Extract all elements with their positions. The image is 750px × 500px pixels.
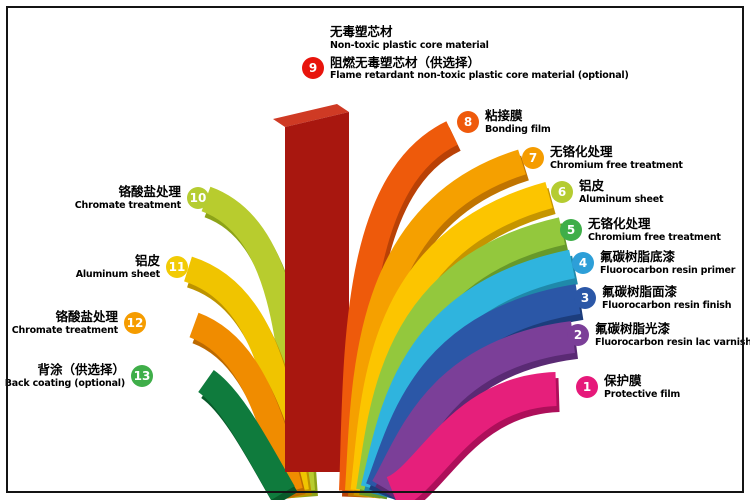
label-zh: 保护膜 [604, 373, 642, 388]
ribbon-face [197, 369, 295, 500]
ribbon-protective-film [385, 372, 561, 500]
label-en: Chromate treatment [11, 324, 118, 336]
label-zh: 氟碳树脂底漆 [600, 249, 676, 264]
label-aluminum-sheet-right: 6 铝皮 Aluminum sheet [551, 178, 664, 206]
label-text: 无铬化处理 Chromium free treatment [588, 216, 721, 244]
layer-number-badge: 13 [131, 364, 153, 387]
label-text: 铝皮 Aluminum sheet [75, 253, 161, 281]
label-en: Chromate treatment [74, 199, 181, 211]
label-zh: 阻燃无毒塑芯材（供选择） [330, 54, 481, 70]
layer-number-badge: 9 [302, 57, 324, 80]
layer-number-badge: 12 [124, 311, 146, 334]
label-en: Back coating (optional) [4, 377, 126, 389]
label-zh: 铬酸盐处理 [55, 309, 118, 324]
label-zh: 铝皮 [579, 178, 605, 193]
label-text: 氟碳树脂面漆 Fluorocarbon resin finish [602, 284, 732, 312]
label-zh: 无铬化处理 [588, 216, 651, 231]
label-fluorocarbon-finish: 3 氟碳树脂面漆 Fluorocarbon resin finish [574, 284, 732, 312]
label-aluminum-sheet-left: 铝皮 Aluminum sheet 11 [76, 253, 188, 281]
layer-number-badge: 8 [457, 110, 479, 133]
label-text: 背涂（供选择） Back coating (optional) [4, 362, 126, 390]
core-material-optional: 9 阻燃无毒塑芯材（供选择） Flame retardant non-toxic… [302, 55, 629, 83]
label-chromium-free-treatment-top: 7 无铬化处理 Chromium free treatment [522, 144, 683, 172]
layer-number-badge: 4 [572, 251, 594, 274]
label-zh: 氟碳树脂光漆 [595, 321, 671, 336]
label-protective-film: 1 保护膜 Protective film [576, 373, 680, 401]
layer-number-badge: 5 [560, 218, 582, 241]
label-text: 阻燃无毒塑芯材（供选择） Flame retardant non-toxic p… [330, 55, 629, 83]
label-text: 铬酸盐处理 Chromate treatment [12, 309, 118, 337]
label-en: Fluorocarbon resin finish [602, 299, 732, 311]
label-en: Chromium free treatment [550, 159, 683, 171]
label-bonding-film: 8 粘接膜 Bonding film [457, 108, 551, 136]
core-slab [273, 104, 349, 472]
label-zh: 无铬化处理 [550, 144, 613, 159]
label-zh: 无毒塑芯材 [330, 24, 393, 39]
label-zh: 铝皮 [134, 253, 160, 268]
label-zh: 粘接膜 [485, 108, 523, 123]
label-chromate-treatment-top: 铬酸盐处理 Chromate treatment 10 [75, 184, 209, 212]
layer-number-badge: 1 [576, 375, 598, 398]
label-core-material: 无毒塑芯材 Non-toxic plastic core material 9 … [302, 24, 629, 82]
label-en: Non-toxic plastic core material [330, 39, 489, 51]
ribbon-face [372, 321, 576, 498]
ribbon-face [188, 312, 303, 495]
label-back-coating: 背涂（供选择） Back coating (optional) 13 [5, 362, 153, 390]
label-text: 无铬化处理 Chromium free treatment [550, 144, 683, 172]
label-text: 铬酸盐处理 Chromate treatment [75, 184, 181, 212]
core-front-face [285, 112, 349, 472]
core-top-face [273, 104, 349, 127]
label-zh: 铬酸盐处理 [118, 184, 181, 199]
label-en: Bonding film [485, 123, 551, 135]
label-zh: 氟碳树脂面漆 [602, 284, 678, 299]
layer-number-badge: 10 [187, 186, 209, 209]
label-chromate-treatment-bottom: 铬酸盐处理 Chromate treatment 12 [12, 309, 146, 337]
label-text: 氟碳树脂底漆 Fluorocarbon resin primer [600, 249, 735, 277]
layer-number-badge: 2 [567, 323, 589, 346]
ribbon-face [385, 372, 558, 500]
label-fluorocarbon-primer: 4 氟碳树脂底漆 Fluorocarbon resin primer [572, 249, 735, 277]
layer-number-badge: 7 [522, 146, 544, 169]
label-text: 铝皮 Aluminum sheet [579, 178, 664, 206]
core-material-primary: 无毒塑芯材 Non-toxic plastic core material [330, 24, 629, 52]
label-text: 保护膜 Protective film [604, 373, 680, 401]
label-en: Flame retardant non-toxic plastic core m… [330, 70, 629, 82]
layer-number-badge: 3 [574, 286, 596, 309]
label-en: Protective film [604, 388, 681, 400]
label-en: Aluminum sheet [579, 193, 664, 205]
label-chromium-free-treatment-bottom: 5 无铬化处理 Chromium free treatment [560, 216, 721, 244]
ribbon-back-coating [197, 369, 298, 500]
layer-number-badge: 11 [166, 255, 188, 278]
label-en: Fluorocarbon resin lac varnish [595, 336, 750, 348]
layer-number-badge: 6 [551, 180, 573, 203]
label-fluorocarbon-lac-varnish: 2 氟碳树脂光漆 Fluorocarbon resin lac varnish [567, 321, 750, 349]
label-en: Aluminum sheet [75, 268, 161, 280]
label-en: Chromium free treatment [588, 231, 721, 243]
label-zh: 背涂（供选择） [37, 362, 125, 377]
label-text: 氟碳树脂光漆 Fluorocarbon resin lac varnish [595, 321, 750, 349]
label-text: 粘接膜 Bonding film [485, 108, 551, 136]
label-en: Fluorocarbon resin primer [600, 264, 736, 276]
